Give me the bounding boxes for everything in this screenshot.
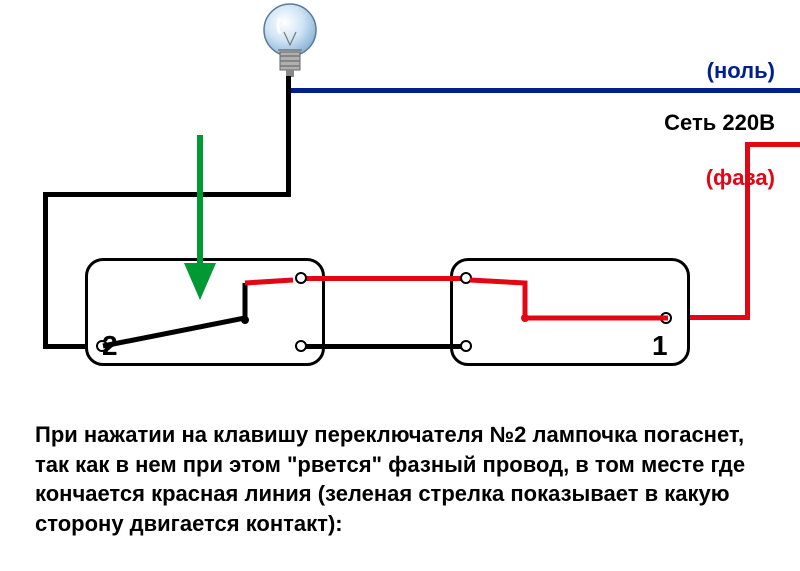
switch-1-number: 1 xyxy=(652,330,668,362)
wire-left-drop xyxy=(43,192,48,348)
phase-wire-top xyxy=(745,142,800,147)
wiring-diagram: (ноль) Сеть 220В (фаза) 2 1 xyxy=(0,0,800,390)
arrow-icon xyxy=(178,135,222,305)
traveller-red xyxy=(306,276,466,281)
neutral-label: (ноль) xyxy=(707,58,775,84)
bulb-down-wire xyxy=(286,76,291,195)
switch-2-number: 2 xyxy=(102,330,118,362)
phase-label: (фаза) xyxy=(706,165,775,191)
wire-left-top xyxy=(43,192,291,197)
description-text: При нажатии на клавишу переключателя №2 … xyxy=(35,420,765,539)
traveller-black xyxy=(306,344,466,349)
mains-label: Сеть 220В xyxy=(664,110,775,136)
neutral-wire xyxy=(290,88,800,93)
